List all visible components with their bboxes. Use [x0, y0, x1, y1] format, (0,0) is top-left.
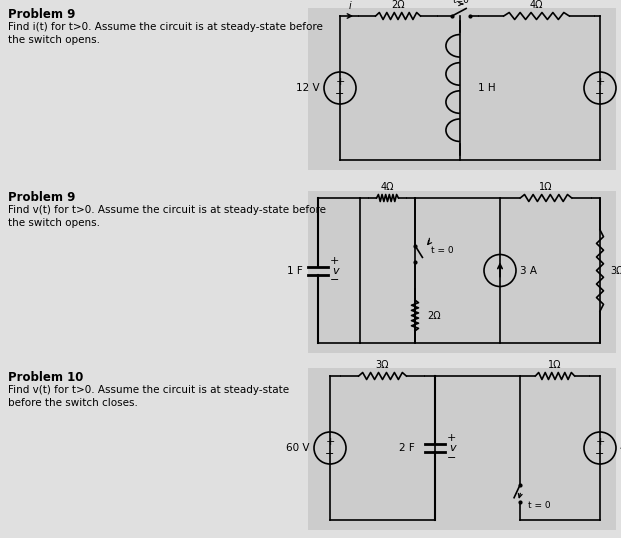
Text: −: −: [447, 453, 456, 463]
Text: the switch opens.: the switch opens.: [8, 35, 100, 45]
Text: t=0: t=0: [453, 0, 469, 5]
Text: 16 V: 16 V: [620, 83, 621, 93]
Text: before the switch closes.: before the switch closes.: [8, 398, 138, 408]
Text: 2 F: 2 F: [399, 443, 415, 453]
Text: Find v(t) for t>0. Assume the circuit is at steady-state: Find v(t) for t>0. Assume the circuit is…: [8, 385, 289, 395]
Text: 4Ω: 4Ω: [530, 0, 543, 10]
Text: 4Ω: 4Ω: [381, 182, 394, 192]
Text: t = 0: t = 0: [431, 246, 453, 255]
Text: 12 V: 12 V: [296, 83, 320, 93]
Text: 60 V: 60 V: [286, 443, 310, 453]
Text: 1Ω: 1Ω: [539, 182, 553, 192]
FancyBboxPatch shape: [308, 191, 616, 353]
Text: $v$: $v$: [332, 265, 341, 275]
Text: $v$: $v$: [449, 443, 458, 453]
Text: +: +: [325, 437, 335, 447]
Text: −: −: [596, 449, 605, 459]
Text: +: +: [596, 77, 605, 87]
FancyBboxPatch shape: [308, 368, 616, 530]
Text: 1 F: 1 F: [288, 265, 303, 275]
Text: −: −: [325, 449, 335, 459]
Text: 40 V: 40 V: [620, 443, 621, 453]
Text: Find i(t) for t>0. Assume the circuit is at steady-state before: Find i(t) for t>0. Assume the circuit is…: [8, 22, 323, 32]
Text: +: +: [447, 433, 456, 443]
Text: the switch opens.: the switch opens.: [8, 218, 100, 228]
Text: 3Ω: 3Ω: [376, 360, 389, 370]
Text: Problem 9: Problem 9: [8, 8, 75, 21]
Text: 2Ω: 2Ω: [391, 0, 405, 10]
Text: 1 H: 1 H: [478, 83, 496, 93]
Text: 3Ω: 3Ω: [610, 265, 621, 275]
Text: 1Ω: 1Ω: [548, 360, 562, 370]
Text: Problem 9: Problem 9: [8, 191, 75, 204]
Text: −: −: [335, 89, 345, 99]
Text: −: −: [596, 89, 605, 99]
FancyBboxPatch shape: [308, 8, 616, 170]
Text: +: +: [330, 256, 339, 265]
Text: $i$: $i$: [348, 0, 352, 11]
Text: Find v(t) for t>0. Assume the circuit is at steady-state before: Find v(t) for t>0. Assume the circuit is…: [8, 205, 326, 215]
Text: 2Ω: 2Ω: [427, 311, 441, 321]
Text: 3 A: 3 A: [520, 265, 537, 275]
Text: −: −: [330, 275, 339, 286]
Text: Problem 10: Problem 10: [8, 371, 83, 384]
Text: +: +: [596, 437, 605, 447]
Text: +: +: [335, 77, 345, 87]
Text: t = 0: t = 0: [528, 500, 551, 509]
